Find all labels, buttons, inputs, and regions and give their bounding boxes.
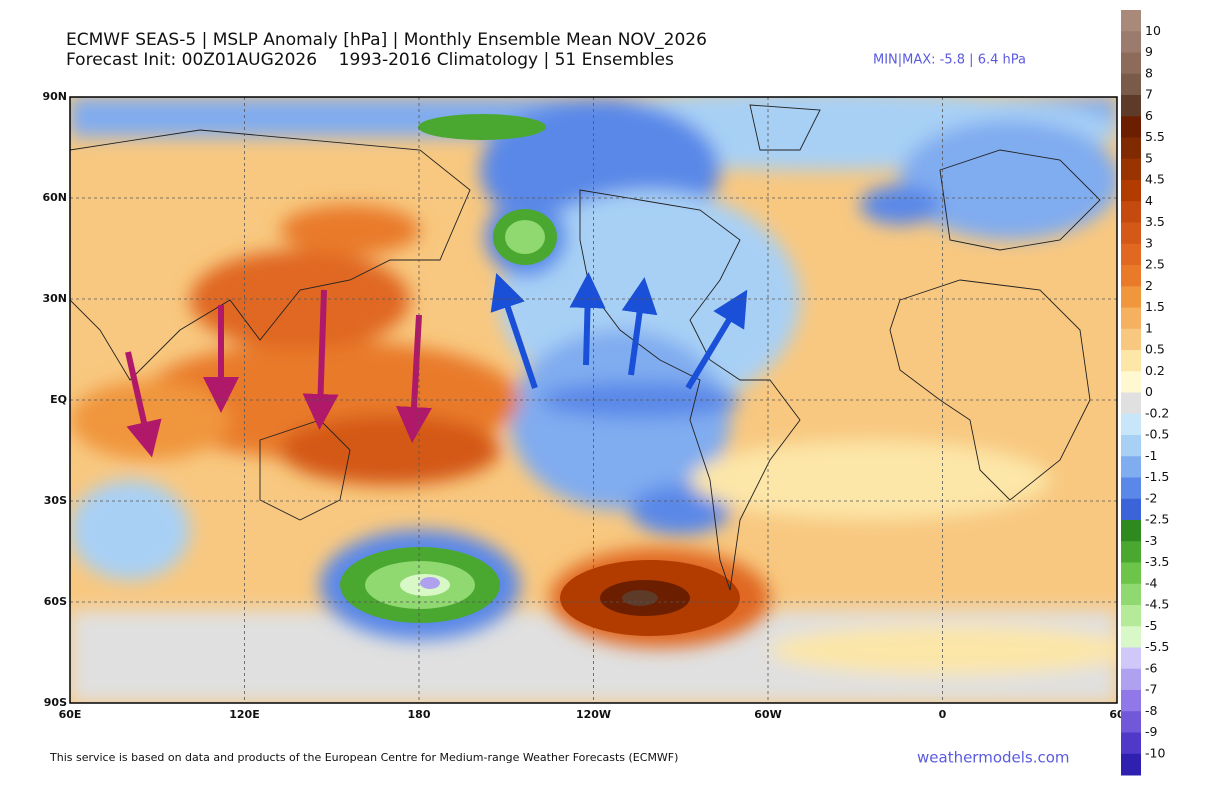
colorbar-swatch (1121, 477, 1141, 500)
lat-label: 30S (44, 494, 67, 507)
colorbar-label: 10 (1145, 23, 1161, 38)
colorbar-label: -8 (1145, 703, 1158, 718)
colorbar-label: 8 (1145, 65, 1153, 80)
colorbar-swatch (1121, 180, 1141, 202)
colorbar-swatch (1121, 647, 1141, 670)
colorbar-label: -2.5 (1145, 512, 1169, 527)
lat-label: 60S (44, 595, 67, 608)
colorbar-swatch (1121, 137, 1141, 160)
colorbar-label: -1 (1145, 448, 1157, 463)
colorbar-swatch (1121, 498, 1141, 521)
lon-label: 0 (939, 708, 947, 721)
colorbar-swatch (1121, 753, 1141, 776)
colorbar-label: -0.5 (1145, 427, 1169, 442)
colorbar-label: 0.2 (1145, 363, 1165, 378)
title-line2: Forecast Init: 00Z01AUG2026 1993-2016 Cl… (66, 50, 674, 70)
colorbar-swatch (1121, 732, 1141, 755)
colorbar-label: 2.5 (1145, 257, 1165, 272)
lat-label: 90S (44, 696, 67, 709)
colorbar-label: 1 (1145, 320, 1153, 335)
colorbar-swatch (1121, 286, 1141, 308)
colorbar-swatch (1121, 243, 1141, 266)
colorbar-swatch (1121, 562, 1141, 585)
colorbar-label: 2 (1145, 278, 1153, 293)
colorbar-swatch (1121, 690, 1141, 712)
colorbar-label: -7 (1145, 682, 1157, 697)
colorbar-swatch (1121, 52, 1141, 75)
colorbar-label: -2 (1145, 490, 1157, 505)
colorbar-swatch (1121, 73, 1141, 96)
colorbar-label: 3.5 (1145, 214, 1165, 229)
colorbar-label: 4.5 (1145, 172, 1165, 187)
colorbar-swatch (1121, 456, 1141, 478)
credit: This service is based on data and produc… (49, 751, 678, 764)
colorbar-label: 9 (1145, 44, 1153, 59)
colorbar-label: 4 (1145, 193, 1153, 208)
minmax: MIN|MAX: -5.8 | 6.4 hPa (873, 53, 1026, 68)
colorbar-swatch (1121, 158, 1141, 181)
map-frame (69, 96, 1118, 704)
colorbar-label: -6 (1145, 660, 1158, 675)
colorbar-swatch (1121, 307, 1141, 330)
colorbar-label: 5.5 (1145, 129, 1165, 144)
colorbar-label: -3.5 (1145, 554, 1169, 569)
colorbar-swatch (1121, 10, 1141, 32)
colorbar-label: -0.2 (1145, 405, 1169, 420)
colorbar-swatch (1121, 626, 1141, 648)
lon-label: 60W (754, 708, 781, 721)
colorbar-label: -3 (1145, 533, 1157, 548)
lon-label: 60E (59, 708, 82, 721)
colorbar-swatch (1121, 520, 1141, 542)
colorbar-label: -9 (1145, 724, 1158, 739)
colorbar-swatch (1121, 435, 1141, 457)
colorbar-label: -5 (1145, 618, 1157, 633)
colorbar-label: 3 (1145, 235, 1153, 250)
lat-label: 60N (42, 191, 67, 204)
colorbar-swatch (1121, 265, 1141, 287)
colorbar-swatch (1121, 371, 1141, 393)
colorbar-label: 1.5 (1145, 299, 1165, 314)
colorbar-label: -4 (1145, 575, 1158, 590)
title-line1: ECMWF SEAS-5 | MSLP Anomaly [hPa] | Mont… (66, 30, 707, 50)
colorbar-label: 0.5 (1145, 342, 1165, 357)
colorbar-label: -5.5 (1145, 639, 1169, 654)
colorbar: 10 9 8 7 6 5.5 5 4.5 4 3.5 3 2.5 2 1.5 1 0.5 0.2 0 -0.2 -0.… (1121, 10, 1169, 776)
colorbar-label: -4.5 (1145, 597, 1169, 612)
colorbar-swatch (1121, 668, 1141, 691)
colorbar-swatch (1121, 392, 1141, 415)
colorbar-swatch (1121, 222, 1141, 245)
colorbar-label: -10 (1145, 745, 1165, 760)
colorbar-swatch (1121, 95, 1141, 117)
colorbar-swatch (1121, 350, 1141, 372)
lon-label: 180 (408, 708, 431, 721)
lat-label: 90N (42, 90, 67, 103)
colorbar-label: 6 (1145, 108, 1153, 123)
lon-label: 120W (576, 708, 611, 721)
site: weathermodels.com (917, 749, 1070, 767)
colorbar-swatch (1121, 31, 1141, 53)
colorbar-label: -1.5 (1145, 469, 1169, 484)
colorbar-swatch (1121, 328, 1141, 351)
lat-label: EQ (50, 393, 67, 406)
colorbar-label: 7 (1145, 87, 1153, 102)
lat-label: 30N (42, 292, 67, 305)
colorbar-swatch (1121, 413, 1141, 436)
anomaly-field (70, 97, 1117, 703)
colorbar-label: 0 (1145, 384, 1153, 399)
arrows (125, 272, 748, 458)
colorbar-swatch (1121, 605, 1141, 627)
colorbar-swatch (1121, 201, 1141, 223)
colorbar-label: 5 (1145, 150, 1153, 165)
lon-label: 120E (229, 708, 259, 721)
colorbar-swatch (1121, 583, 1141, 606)
colorbar-swatch (1121, 711, 1141, 733)
colorbar-swatch (1121, 541, 1141, 563)
colorbar-swatch (1121, 116, 1141, 138)
